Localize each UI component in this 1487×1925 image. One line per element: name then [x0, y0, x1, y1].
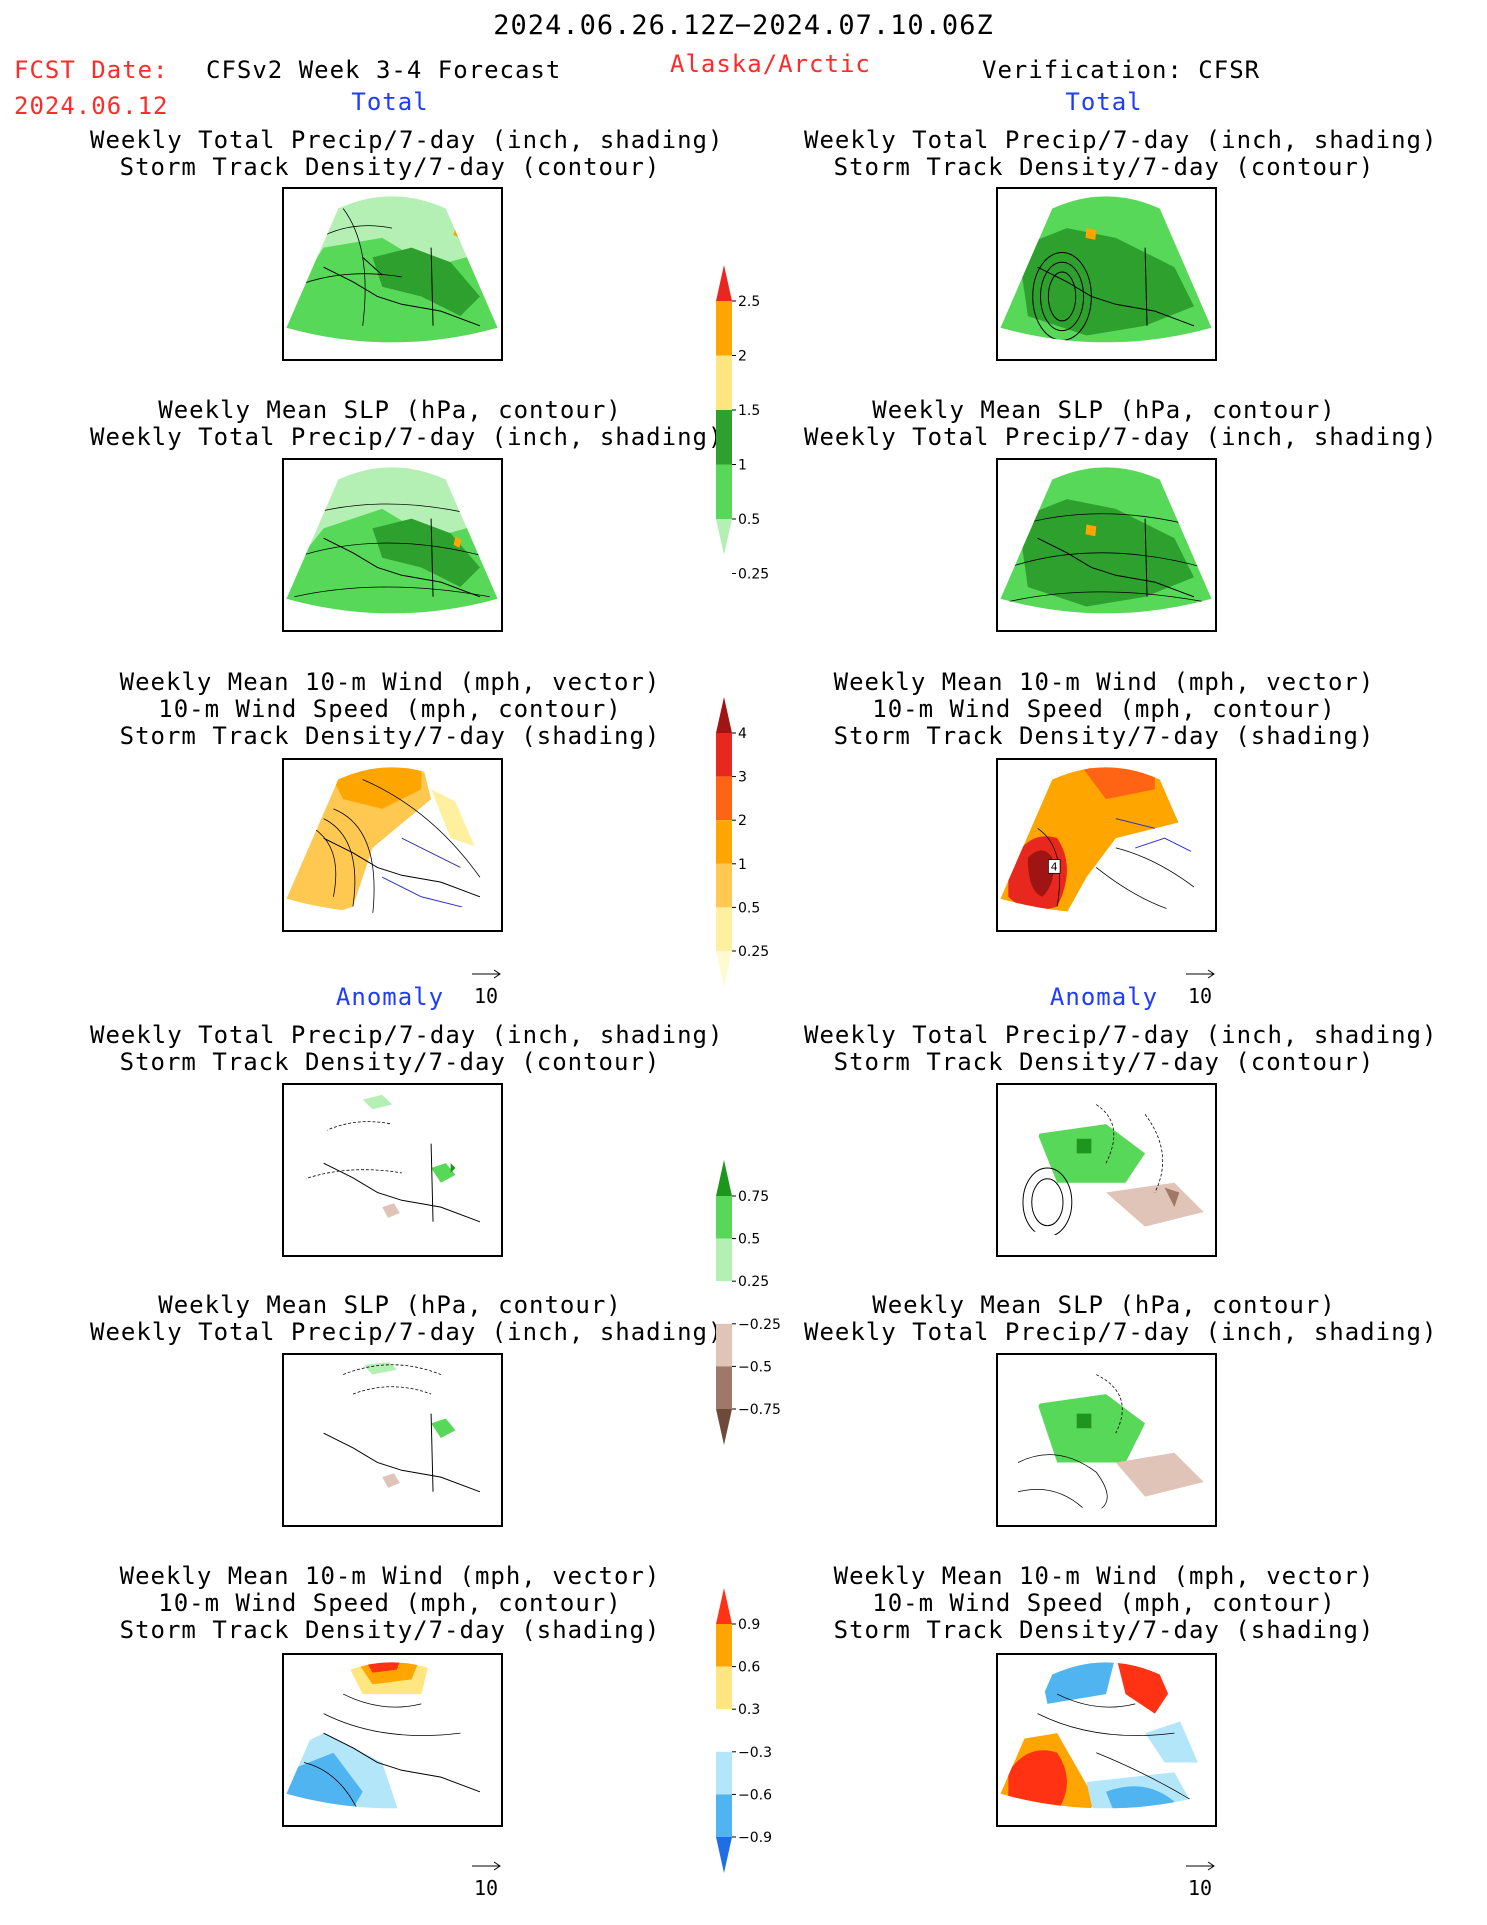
- map-anom-precip-storm-right: [996, 1083, 1217, 1257]
- map-total-wind-storm-left: [282, 758, 503, 932]
- colorbar-label: 0.25: [738, 567, 769, 583]
- colorbar-label: 2: [738, 349, 747, 365]
- panel-title-total-slp-precip-left: Weekly Mean SLP (hPa, contour) Weekly Tot…: [90, 396, 724, 451]
- vector-ref-total-right: 10: [1170, 960, 1230, 1008]
- map-anom-slp-precip-right: [996, 1353, 1217, 1527]
- storm-max-marker: 4: [1051, 860, 1058, 873]
- colorbar-swatch: [716, 1837, 732, 1873]
- colorbar-swatch: [716, 1794, 732, 1837]
- colorbar-label: 1: [738, 458, 747, 474]
- colorbar-swatch: [716, 265, 732, 301]
- map-anom-wind-storm-left: [282, 1653, 503, 1827]
- colorbar-storm-total: 4 3 2 1 0.5 0.25: [716, 697, 806, 987]
- map-total-precip-storm-right: [996, 187, 1217, 361]
- region-label: Alaska/Arctic: [670, 50, 871, 78]
- map-anom-wind-storm-right: [996, 1653, 1217, 1827]
- vector-ref-total-left: 10: [456, 960, 516, 1008]
- panel-title-total-precip-storm-right: Weekly Total Precip/7-day (inch, shading…: [804, 126, 1438, 181]
- colorbar-label: 0.75: [738, 1189, 769, 1205]
- colorbar-swatch: [716, 1709, 732, 1752]
- colorbar-swatch: [716, 1624, 732, 1667]
- panel-title-total-slp-precip-right: Weekly Mean SLP (hPa, contour) Weekly Tot…: [804, 396, 1438, 451]
- colorbar-swatch: [716, 1409, 732, 1445]
- colorbar-swatch: [716, 1323, 732, 1367]
- colorbar-swatch: [716, 863, 732, 908]
- colorbar-label: 1: [738, 857, 747, 873]
- colorbar-swatch: [716, 1751, 732, 1795]
- colorbar-storm-anom: 0.9 0.6 0.3 −0.3 −0.6 −0.9: [716, 1588, 806, 1873]
- section-anomaly-right: Anomaly: [1049, 983, 1159, 1011]
- map-anom-precip-storm-left: [282, 1083, 503, 1257]
- colorbar-label: −0.6: [738, 1787, 772, 1803]
- colorbar-label: −0.3: [738, 1745, 772, 1761]
- panel-title-anom-slp-precip-right: Weekly Mean SLP (hPa, contour) Weekly Tot…: [804, 1291, 1438, 1346]
- section-total-right: Total: [1065, 88, 1143, 116]
- colorbar-swatch: [716, 907, 732, 951]
- panel-title-total-wind-storm-right: Weekly Mean 10-m Wind (mph, vector) 10-m …: [833, 668, 1375, 750]
- colorbar-label: 0.6: [738, 1660, 760, 1676]
- map-anom-slp-precip-left: [282, 1353, 503, 1527]
- colorbar-label: 0.25: [738, 944, 769, 960]
- fcst-date-label: FCST Date:: [14, 56, 169, 84]
- panel-title-anom-precip-storm-right: Weekly Total Precip/7-day (inch, shading…: [804, 1021, 1438, 1076]
- colorbar-swatch: [716, 733, 732, 777]
- colorbar-label: 0.25: [738, 1274, 769, 1290]
- colorbar-label: 2: [738, 813, 747, 829]
- date-range-title: 2024.06.26.12Z−2024.07.10.06Z: [493, 10, 994, 41]
- section-anomaly-left: Anomaly: [335, 983, 445, 1011]
- colorbar-label: 2.5: [738, 294, 760, 310]
- panel-title-total-wind-storm-left: Weekly Mean 10-m Wind (mph, vector) 10-m …: [119, 668, 661, 750]
- colorbar-swatch: [716, 355, 732, 410]
- colorbar-swatch: [716, 519, 732, 555]
- colorbar-swatch: [716, 820, 732, 864]
- vector-ref-anom-right: 10: [1170, 1852, 1230, 1900]
- verification-label: Verification: CFSR: [982, 56, 1261, 84]
- panel-title-anom-slp-precip-left: Weekly Mean SLP (hPa, contour) Weekly Tot…: [90, 1291, 724, 1346]
- colorbar-swatch: [716, 1666, 732, 1710]
- map-total-precip-storm-left: [282, 187, 503, 361]
- panel-title-anom-precip-storm-left: Weekly Total Precip/7-day (inch, shading…: [90, 1021, 724, 1076]
- panel-title-total-precip-storm-left: Weekly Total Precip/7-day (inch, shading…: [90, 126, 724, 181]
- model-label: CFSv2 Week 3-4 Forecast: [206, 56, 562, 84]
- section-total-left: Total: [351, 88, 429, 116]
- colorbar-label: 0.5: [738, 1232, 760, 1248]
- colorbar-precip-total: 2.5 2 1.5 1 0.5 0.25: [716, 265, 806, 583]
- colorbar-label: 1.5: [738, 403, 760, 419]
- colorbar-swatch: [716, 1588, 732, 1624]
- colorbar-swatch: [716, 1281, 732, 1324]
- colorbar-label: 3: [738, 770, 747, 786]
- colorbar-label: −0.75: [738, 1402, 781, 1418]
- colorbar-label: −0.5: [738, 1359, 772, 1375]
- vector-ref-anom-left: 10: [456, 1852, 516, 1900]
- colorbar-swatch: [716, 697, 732, 733]
- colorbar-swatch: [716, 410, 732, 465]
- colorbar-swatch: [716, 951, 732, 987]
- colorbar-label: 0.9: [738, 1617, 760, 1633]
- map-total-slp-precip-left: [282, 458, 503, 632]
- colorbar-swatch: [716, 776, 732, 821]
- map-total-wind-storm-right: 4: [996, 758, 1217, 932]
- colorbar-label: −0.9: [738, 1830, 772, 1846]
- panel-title-anom-wind-storm-right: Weekly Mean 10-m Wind (mph, vector) 10-m …: [833, 1562, 1375, 1644]
- colorbar-precip-anom: 0.75 0.5 0.25 −0.25 −0.5 −0.75: [716, 1160, 806, 1445]
- colorbar-label: 4: [738, 726, 747, 742]
- map-total-slp-precip-right: [996, 458, 1217, 632]
- colorbar-label: −0.25: [738, 1317, 781, 1333]
- colorbar-label: 0.3: [738, 1702, 760, 1718]
- fcst-date-value: 2024.06.12: [14, 92, 169, 120]
- panel-title-anom-wind-storm-left: Weekly Mean 10-m Wind (mph, vector) 10-m …: [119, 1562, 661, 1644]
- colorbar-swatch: [716, 301, 732, 356]
- colorbar-swatch: [716, 464, 732, 519]
- colorbar-swatch: [716, 1196, 732, 1239]
- colorbar-swatch: [716, 1366, 732, 1409]
- colorbar-swatch: [716, 1160, 732, 1196]
- colorbar-label: 0.5: [738, 900, 760, 916]
- colorbar-swatch: [716, 1238, 732, 1282]
- colorbar-label: 0.5: [738, 512, 760, 528]
